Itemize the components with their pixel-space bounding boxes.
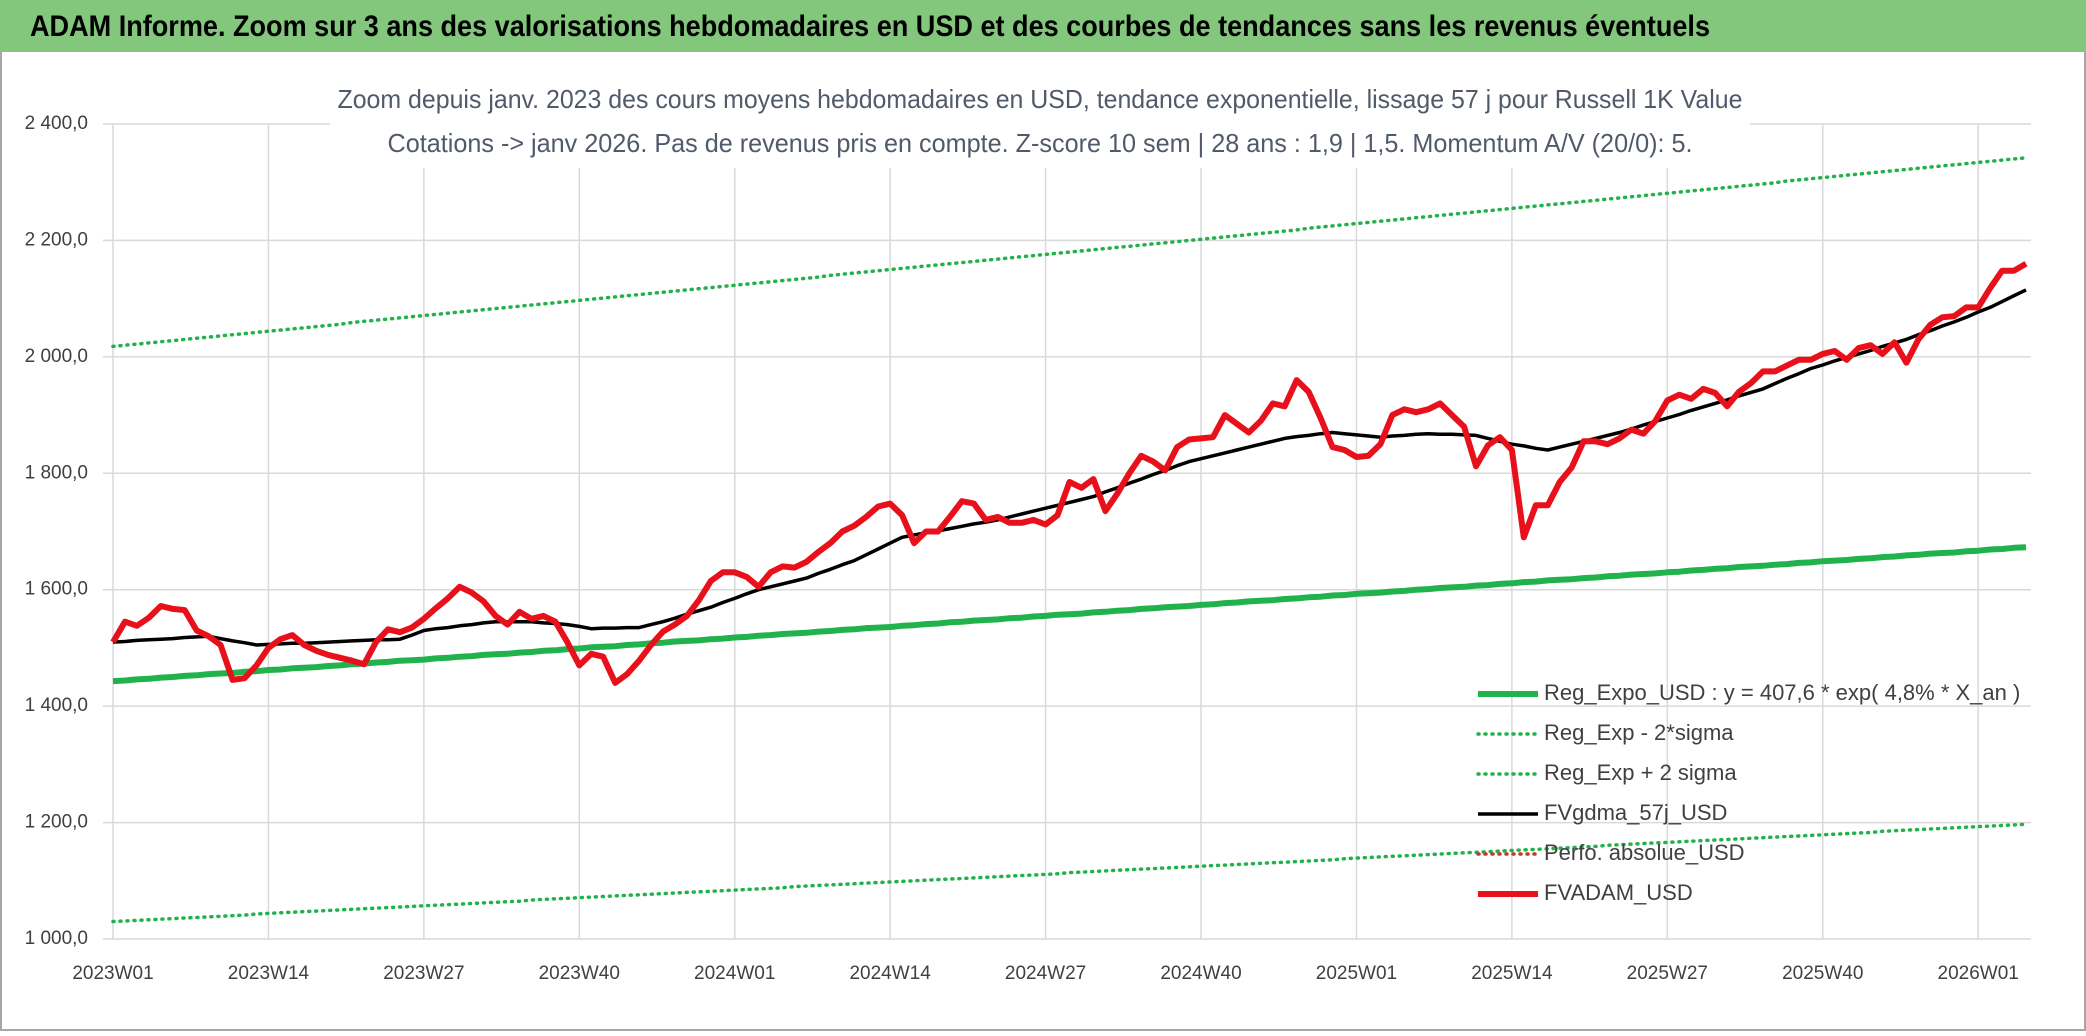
y-tick-label: 2 200,0 (25, 229, 88, 250)
legend-label: Perfo. absolue_USD (1544, 840, 1745, 865)
legend-label: FVADAM_USD (1544, 880, 1693, 905)
legend-label: FVgdma_57j_USD (1544, 800, 1727, 825)
x-tick-label: 2025W14 (1471, 963, 1553, 984)
legend-label: Reg_Expo_USD : y = 407,6 * exp( 4,8% * X… (1544, 680, 2020, 705)
x-tick-label: 2024W40 (1160, 963, 1241, 984)
series-line (112, 288, 2027, 647)
x-tick-label: 2026W01 (1938, 963, 2019, 984)
x-tick-label: 2023W27 (383, 963, 464, 984)
x-tick-label: 2025W27 (1627, 963, 1708, 984)
y-tick-label: 1 800,0 (25, 462, 88, 483)
x-tick-label: 2025W01 (1316, 963, 1397, 984)
x-tick-label: 2023W14 (228, 963, 310, 984)
y-tick-label: 2 400,0 (25, 113, 88, 134)
series-line (111, 822, 2028, 924)
title-backdrop (330, 80, 1750, 168)
plot-area: 1 000,0 1 200,0 1 400,0 1 600,0 1 800,0 2 000… (25, 113, 2031, 984)
x-tick-label: 2023W01 (72, 963, 153, 984)
x-tick-label: 2024W14 (849, 963, 931, 984)
y-tick-label: 1 200,0 (25, 812, 88, 833)
x-tick-label: 2024W01 (694, 963, 775, 984)
legend: Reg_Expo_USD : y = 407,6 * exp( 4,8% * X… (1476, 680, 2020, 905)
y-tick-label: 1 000,0 (25, 928, 88, 949)
legend-label: Reg_Exp - 2*sigma (1544, 720, 1734, 745)
header-title: ADAM Informe. Zoom sur 3 ans des valoris… (30, 10, 1710, 43)
x-tick-label: 2024W27 (1005, 963, 1086, 984)
series-line (110, 261, 2028, 686)
header-bar (0, 0, 2086, 52)
chart-subtitle: Cotations -> janv 2026. Pas de revenus p… (388, 128, 1693, 158)
x-tick-label: 2023W40 (539, 963, 620, 984)
chart-title: Zoom depuis janv. 2023 des cours moyens … (338, 84, 1743, 114)
y-tick-label: 2 000,0 (25, 346, 88, 367)
y-tick-label: 1 400,0 (25, 695, 88, 716)
legend-label: Reg_Exp + 2 sigma (1544, 760, 1737, 785)
y-tick-label: 1 600,0 (25, 579, 88, 600)
series-line (112, 544, 2027, 685)
series-line (111, 156, 2028, 349)
x-tick-label: 2025W40 (1782, 963, 1863, 984)
